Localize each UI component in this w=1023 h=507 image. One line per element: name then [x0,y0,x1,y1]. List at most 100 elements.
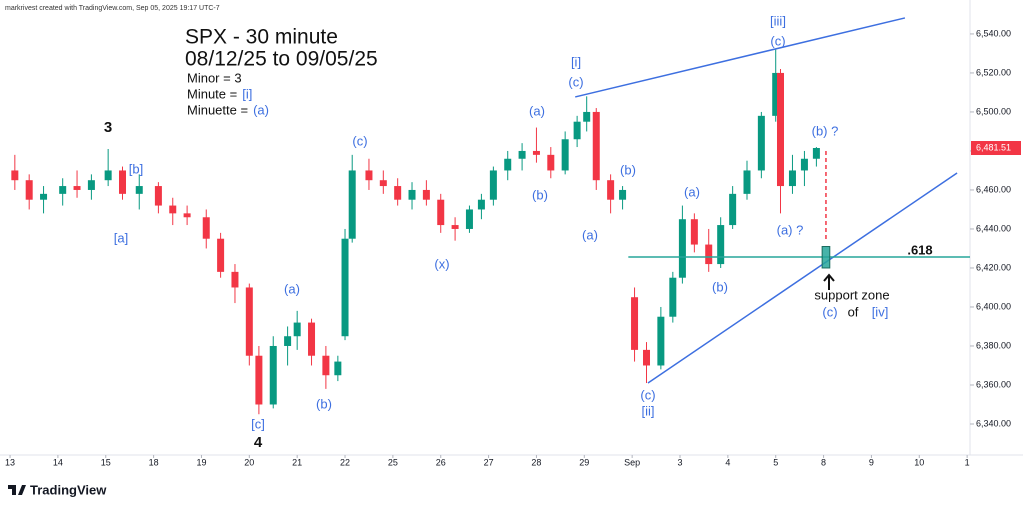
wave-label: (b) [620,162,636,177]
wave-label: (a) [582,227,598,242]
x-tick-label: 8 [821,457,826,467]
x-tick-label: 18 [149,457,159,467]
wave-label: (b) [316,396,332,411]
y-tick-label: 6,500.00 [976,106,1011,116]
x-tick-label: 28 [531,457,541,467]
x-tick-label: 22 [340,457,350,467]
wave-label: [i] [571,54,581,69]
arrow [823,273,835,290]
note-wave: [i] [242,86,252,101]
x-tick-label: 20 [244,457,254,467]
wave-label: (b) ? [812,123,839,138]
x-tick-label: 3 [677,457,682,467]
candle-body [293,322,301,337]
candle-body [365,170,373,181]
candle-body [705,244,713,265]
x-tick-label: Sep [624,457,640,467]
x-tick-label: 15 [101,457,111,467]
trend-line [575,17,906,98]
logo-icon [8,485,26,495]
x-tick-label: 26 [436,457,446,467]
candle-body [729,193,737,226]
candle-body [776,72,784,187]
wave-label: (c) [352,133,367,148]
support-zone [821,246,831,269]
x-tick-label: 10 [914,457,924,467]
wave-label: (c) [568,74,583,89]
candle-body [657,316,665,366]
chart-subtitle: 08/12/25 to 09/05/25 [185,48,378,71]
wave-label: (c) [822,304,837,319]
candle-body [669,277,677,317]
candle-body [607,180,615,200]
candle-body [394,186,402,200]
candle-body [87,180,95,190]
x-tick-label: 13 [5,457,15,467]
candle-body [217,238,225,272]
candle-body [284,336,292,346]
y-tick-label: 6,400.00 [976,301,1011,311]
candle-body [631,297,639,350]
x-tick-label: 21 [292,457,302,467]
wave-label: (x) [434,256,449,271]
candle-body [690,219,698,245]
candle-body [169,205,177,214]
y-tick-label: 6,540.00 [976,28,1011,38]
y-tick-label: 6,420.00 [976,262,1011,272]
wave-label: (a) ? [777,222,804,237]
x-tick-label: 29 [579,457,589,467]
wave-label: (b) [712,279,728,294]
candle-body [269,345,277,405]
x-tick-label: 9 [869,457,874,467]
credit: markrivest created with TradingView.com,… [5,5,220,12]
wave-label: [iv] [872,304,889,319]
wave-label: [b] [129,161,143,176]
candle-body [231,271,239,288]
trend-line [647,172,958,384]
candle-body [812,148,820,159]
candle-body [308,322,316,356]
candle-body [59,186,67,194]
wave-label: (c) [640,387,655,402]
candle-body [477,199,485,210]
wave-label: 3 [104,119,112,136]
candle-body [717,225,725,265]
candle-body [40,193,48,200]
y-tick-label: 6,340.00 [976,418,1011,428]
candle-body [800,158,808,171]
note: Minor = 3 [187,70,242,85]
candle-body [489,170,497,200]
candle-body [772,72,780,116]
candle-body [678,219,686,278]
candle-body [348,170,356,239]
candle-body [119,170,127,194]
last-price-label: 6,481.51 [976,142,1011,152]
candle-body [451,225,459,229]
candle-body [135,186,143,194]
candle-body [379,180,387,187]
candle-body [532,150,540,155]
candle-body [583,111,591,122]
candle-body [183,213,191,218]
note: Minute = [187,86,237,101]
wave-label: (b) [532,187,548,202]
wave-label: (a) [684,184,700,199]
x-tick-label: 27 [484,457,494,467]
y-tick-label: 6,440.00 [976,223,1011,233]
candle-body [25,180,33,200]
chart-title: SPX - 30 minute [185,26,338,49]
wave-label: [iii] [770,13,786,28]
y-tick-label: 6,380.00 [976,340,1011,350]
note-wave: (a) [253,102,269,117]
x-tick-label: 4 [725,457,730,467]
note: Minuette = [187,102,248,117]
wave-label: (a) [529,103,545,118]
candle-body [73,186,81,190]
wave-label: (a) [284,281,300,296]
y-tick-label: 6,520.00 [976,67,1011,77]
candle-body [422,189,430,200]
last-price-box [971,141,1021,156]
